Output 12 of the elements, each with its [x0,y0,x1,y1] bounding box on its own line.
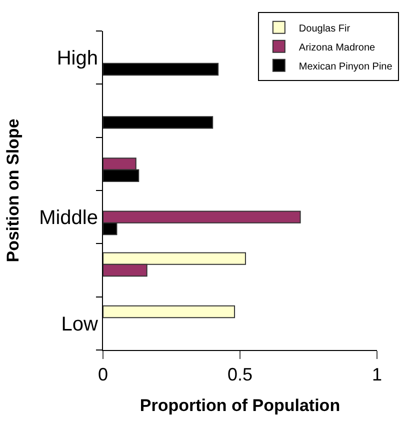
y-tick-label: Low [61,313,99,336]
legend-label: Arizona Madrone [298,42,376,54]
y-tick-label: High [56,48,98,70]
x-axis-title: Proportion of Population [140,396,340,415]
legend-label: Douglas Fir [298,23,351,34]
x-tick-label: 0.5 [227,364,253,385]
bar [103,305,236,318]
y-axis-title: Position on Slope [4,118,23,262]
x-tick-label: 0 [98,364,108,385]
x-tick-label: 1 [372,364,382,385]
legend-label: Mexican Pinyon Pine [298,61,393,72]
y-tick-label: Middle [39,207,98,230]
